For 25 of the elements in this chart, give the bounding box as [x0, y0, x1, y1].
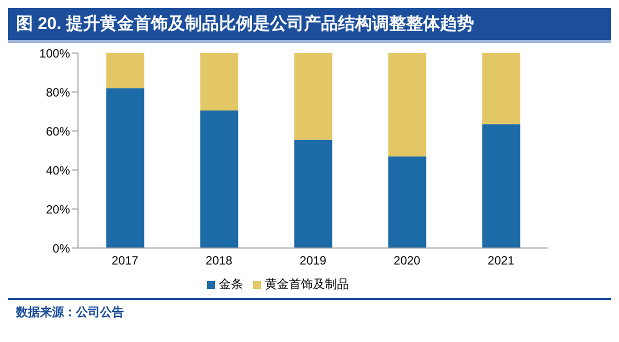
- bar: [106, 88, 144, 248]
- bar: [388, 53, 426, 156]
- y-tick-label: 20%: [46, 202, 70, 216]
- y-tick-label: 60%: [46, 124, 70, 138]
- bar: [482, 53, 520, 124]
- y-tick-label: 0%: [52, 241, 70, 256]
- y-tick-label: 40%: [46, 163, 70, 178]
- x-tick-label: 2017: [112, 254, 139, 268]
- x-tick-label: 2020: [394, 254, 421, 268]
- bar: [294, 53, 332, 140]
- bar: [294, 140, 332, 248]
- legend-label: 金条: [219, 277, 243, 291]
- y-tick-label: 80%: [46, 85, 70, 100]
- chart-title: 图 20. 提升黄金首饰及制品比例是公司产品结构调整整体趋势: [8, 8, 611, 43]
- bar: [388, 156, 426, 248]
- source-note: 数据来源：公司公告: [16, 304, 124, 321]
- bar: [106, 53, 144, 88]
- y-tick-label: 100%: [39, 46, 70, 60]
- bar: [200, 53, 238, 111]
- bar: [200, 110, 238, 248]
- legend-label: 黄金首饰及制品: [265, 277, 349, 291]
- x-tick-label: 2021: [488, 254, 515, 268]
- x-tick-label: 2018: [206, 254, 233, 268]
- x-tick-label: 2019: [300, 254, 327, 268]
- bar: [482, 124, 520, 248]
